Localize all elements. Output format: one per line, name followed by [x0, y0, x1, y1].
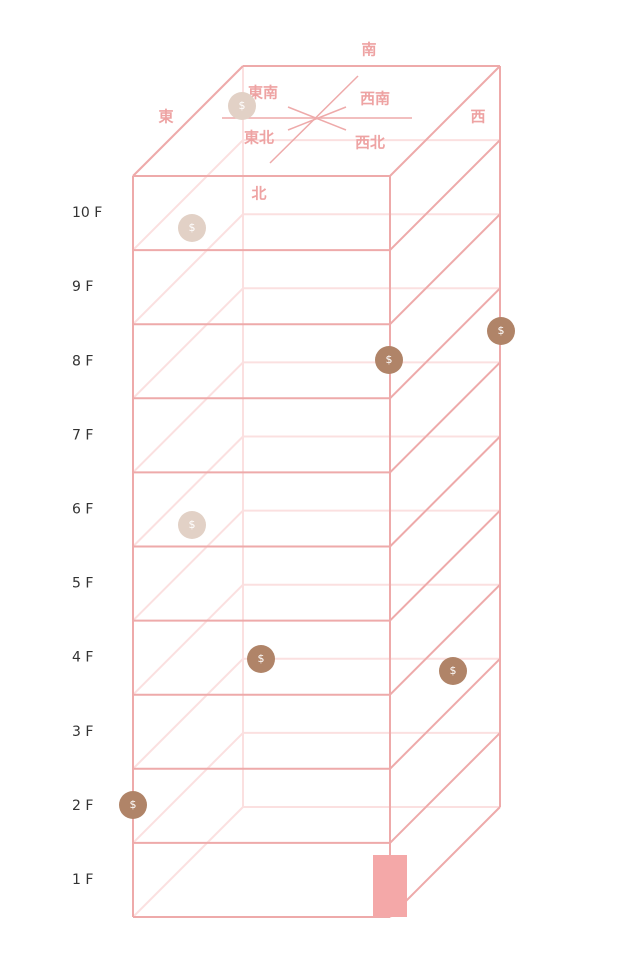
coin-symbol: $ [189, 221, 196, 234]
dir-label: 東北 [244, 129, 274, 147]
side-line [389, 361, 501, 474]
coin-symbol: $ [189, 518, 196, 531]
side-line [389, 435, 501, 548]
floor-label: 3 F [72, 724, 93, 740]
coin-symbol: $ [386, 353, 393, 366]
side-line [389, 139, 501, 251]
floor-label: 2 F [72, 798, 93, 814]
dir-label: 西 [470, 108, 485, 126]
floor-label: 8 F [72, 353, 93, 369]
coin [178, 214, 206, 242]
dir-label: 西北 [355, 134, 385, 152]
floor-label: 9 F [72, 279, 93, 295]
left-diag [132, 806, 244, 918]
back-frame [132, 65, 500, 918]
side-line [389, 583, 501, 696]
left-diag [132, 287, 244, 400]
left-diag [132, 139, 244, 251]
coin [375, 346, 403, 374]
left-diag [132, 732, 244, 844]
side-line [389, 287, 501, 400]
side-line [389, 213, 501, 325]
floor-label: 1 F [72, 872, 93, 888]
side-line [389, 806, 501, 918]
left-diag [132, 583, 244, 696]
dir-label: 南 [361, 41, 376, 59]
door [373, 855, 407, 917]
floor-label: 5 F [72, 576, 93, 592]
coin [178, 511, 206, 539]
coin [228, 92, 256, 120]
floor-label: 7 F [72, 427, 93, 443]
left-diag [132, 361, 244, 474]
compass [222, 75, 412, 164]
side-line [389, 65, 501, 177]
side-line [389, 658, 501, 770]
coin-symbol: $ [498, 324, 505, 337]
coin [247, 645, 275, 673]
floor-label: 6 F [72, 501, 93, 517]
side-line [389, 732, 501, 844]
dir-label: 北 [251, 185, 266, 203]
dir-label: 西南 [360, 90, 390, 108]
left-diag [132, 435, 244, 548]
coin [119, 791, 147, 819]
side-line [389, 509, 501, 622]
left-diag [132, 658, 244, 770]
coin-symbol: $ [239, 99, 246, 112]
left-diag [132, 213, 244, 325]
coin-symbol: $ [258, 652, 265, 665]
coin [487, 317, 515, 345]
dir-label: 東 [158, 108, 173, 126]
dir-label: 東南 [248, 84, 278, 102]
front-frame [132, 65, 501, 918]
coin [439, 657, 467, 685]
left-diag [132, 509, 244, 622]
coin-symbol: $ [450, 664, 457, 677]
coin-symbol: $ [130, 798, 137, 811]
floor-label: 10 F [72, 205, 102, 221]
edge [132, 65, 244, 177]
floor-label: 4 F [72, 650, 93, 666]
